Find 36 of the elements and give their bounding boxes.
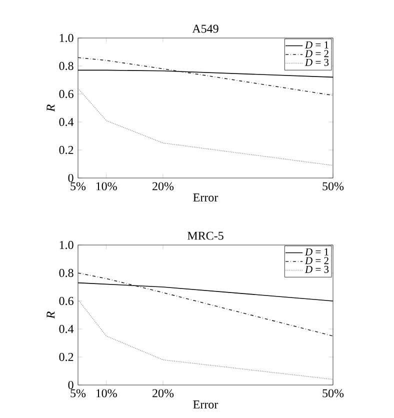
- x-tick-label: 10%: [96, 389, 117, 398]
- legend-label: D = 3: [304, 58, 329, 66]
- y-tick-label: 0.8: [59, 268, 74, 278]
- y-tick-label: 0: [68, 174, 74, 182]
- y-tick-label: 0.6: [59, 90, 74, 98]
- legend-label: D = 1: [304, 41, 328, 48]
- y-tick-label: 1.0: [60, 34, 74, 42]
- line-series: [78, 299, 333, 380]
- line-series: [78, 88, 333, 166]
- legend-label: D = 3: [304, 266, 329, 273]
- x-tick-label: 5%: [70, 182, 86, 190]
- y-tick-label: 0: [68, 380, 74, 390]
- y-tick-label: 0.4: [59, 324, 74, 334]
- legend-label: D = 1: [304, 248, 328, 256]
- y-tick-label: 0.4: [59, 118, 74, 126]
- y-tick-label: 1.0: [60, 240, 74, 250]
- x-tick-label: 20%: [152, 389, 174, 398]
- y-tick-label: 0.2: [59, 146, 74, 154]
- y-tick-label: 0.8: [59, 62, 74, 70]
- y-tick-label: 0.2: [59, 352, 74, 362]
- x-tick-label: 20%: [152, 182, 174, 190]
- x-tick-label: 10%: [96, 182, 117, 190]
- y-tick-label: 0.6: [59, 296, 74, 306]
- line-series: [78, 272, 333, 336]
- y-axis-title: R: [46, 104, 55, 112]
- legend-label: D = 2: [304, 50, 328, 58]
- line-series: [78, 57, 333, 96]
- x-tick-label: 50%: [322, 389, 344, 398]
- x-tick-label: 50%: [322, 182, 344, 190]
- x-axis-title: Error: [193, 194, 218, 202]
- legend-label: D = 2: [304, 257, 328, 264]
- y-axis-title: R: [46, 312, 55, 319]
- chart-title: A549: [192, 24, 218, 33]
- chart-title: MRC-5: [188, 232, 224, 240]
- x-axis-title: Error: [193, 400, 218, 409]
- x-tick-label: 5%: [70, 389, 86, 398]
